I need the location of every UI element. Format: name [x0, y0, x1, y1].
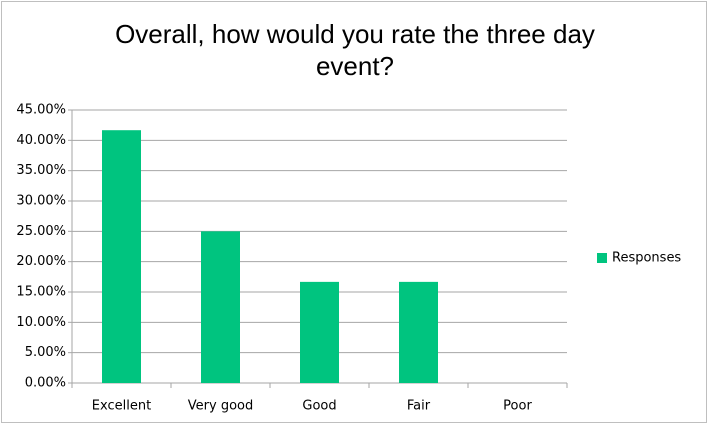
x-tick-label: Very good — [188, 399, 253, 414]
bar — [399, 281, 438, 383]
x-tick-label: Poor — [503, 399, 532, 414]
y-tick-label: 20.00% — [16, 254, 66, 269]
bar — [201, 231, 240, 383]
x-tick-label: Excellent — [92, 399, 151, 414]
legend-swatch — [597, 253, 607, 263]
y-tick-label: 15.00% — [16, 285, 66, 300]
y-tick-label: 40.00% — [16, 133, 66, 148]
x-tick-label: Good — [302, 399, 336, 414]
y-tick-label: 35.00% — [16, 163, 66, 178]
y-tick-label: 30.00% — [16, 194, 66, 209]
chart-title: Overall, how would you rate the three da… — [115, 19, 595, 81]
bar — [102, 130, 141, 383]
bar — [300, 281, 339, 383]
y-tick-label: 45.00% — [16, 103, 66, 118]
x-tick-label: Fair — [407, 399, 431, 414]
legend-label: Responses — [612, 251, 681, 266]
y-tick-label: 5.00% — [25, 345, 66, 360]
y-tick-label: 0.00% — [25, 376, 66, 391]
y-tick-label: 25.00% — [16, 224, 66, 239]
y-tick-label: 10.00% — [16, 315, 66, 330]
